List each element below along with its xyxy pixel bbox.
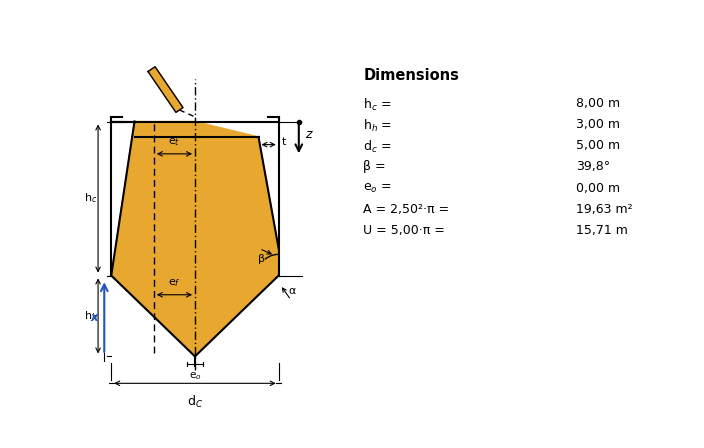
Polygon shape: [148, 67, 183, 112]
Text: β: β: [258, 254, 265, 263]
Text: x: x: [90, 310, 98, 323]
Text: 15,71 m: 15,71 m: [577, 224, 628, 237]
Text: t: t: [282, 137, 286, 146]
Text: 8,00 m: 8,00 m: [577, 97, 620, 110]
Text: d$_C$: d$_C$: [187, 394, 203, 410]
Text: α: α: [288, 286, 295, 296]
Text: 3,00 m: 3,00 m: [577, 118, 620, 131]
Text: 19,63 m²: 19,63 m²: [577, 203, 633, 216]
Text: h$_c$ =: h$_c$ =: [363, 97, 391, 113]
Text: A = 2,50²·π =: A = 2,50²·π =: [363, 203, 449, 216]
Text: 5,00 m: 5,00 m: [577, 139, 620, 152]
Polygon shape: [111, 121, 279, 356]
Text: d$_c$ =: d$_c$ =: [363, 139, 391, 155]
Text: h$_h$: h$_h$: [84, 309, 97, 323]
Text: Dimensions: Dimensions: [363, 68, 459, 82]
Text: β =: β =: [363, 160, 386, 173]
Text: h$_h$ =: h$_h$ =: [363, 118, 392, 134]
Text: h$_c$: h$_c$: [84, 192, 97, 206]
Text: e$_o$: e$_o$: [189, 370, 202, 382]
Text: e$_f$: e$_f$: [168, 278, 181, 289]
Text: e$_t$: e$_t$: [168, 137, 180, 148]
Text: z: z: [305, 129, 311, 142]
Text: 39,8°: 39,8°: [577, 160, 610, 173]
Text: 0,00 m: 0,00 m: [577, 181, 620, 194]
Text: U = 5,00·π =: U = 5,00·π =: [363, 224, 445, 237]
Text: e$_o$ =: e$_o$ =: [363, 181, 392, 195]
